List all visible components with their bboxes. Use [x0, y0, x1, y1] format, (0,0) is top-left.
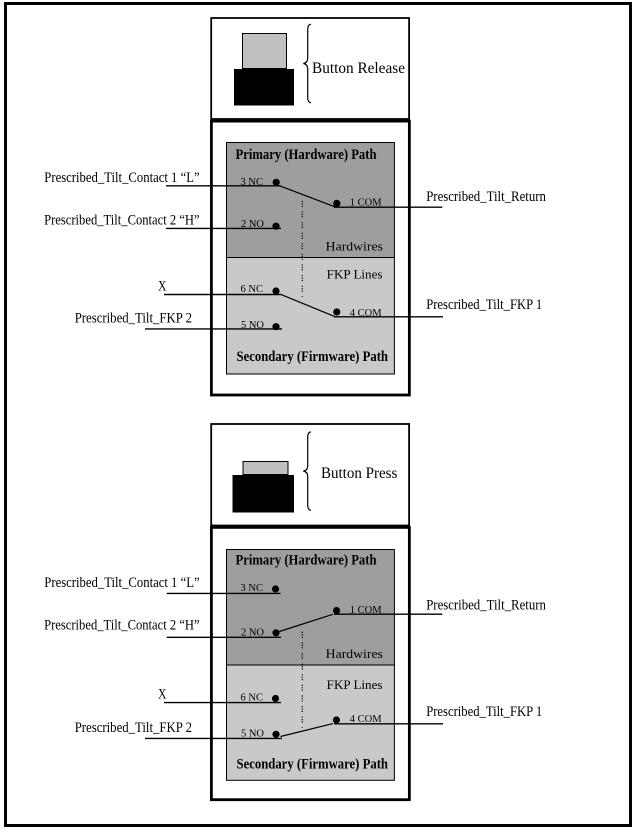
- svg-text:1 COM: 1 COM: [350, 605, 382, 616]
- svg-text:3 NC: 3 NC: [241, 583, 263, 594]
- svg-text:5 NO: 5 NO: [241, 729, 264, 740]
- svg-text:Prescribed_Tilt_Contact 1 “L”: Prescribed_Tilt_Contact 1 “L”: [44, 575, 199, 591]
- svg-text:Hardwires: Hardwires: [326, 239, 383, 254]
- svg-text:2 NO: 2 NO: [241, 219, 264, 230]
- svg-text:Primary (Hardware) Path: Primary (Hardware) Path: [236, 147, 378, 163]
- svg-text:Primary (Hardware) Path: Primary (Hardware) Path: [236, 552, 378, 568]
- svg-text:Prescribed_Tilt_Return: Prescribed_Tilt_Return: [426, 189, 546, 205]
- svg-text:2 NO: 2 NO: [241, 628, 264, 639]
- svg-text:Prescribed_Tilt_FKP 2: Prescribed_Tilt_FKP 2: [75, 310, 192, 326]
- svg-text:Button Press: Button Press: [321, 465, 397, 482]
- svg-text:Prescribed_Tilt_FKP 1: Prescribed_Tilt_FKP 1: [426, 704, 542, 720]
- svg-text:Prescribed_Tilt_FKP 2: Prescribed_Tilt_FKP 2: [75, 720, 192, 736]
- svg-text:Hardwires: Hardwires: [326, 646, 383, 661]
- svg-text:Prescribed_Tilt_Contact 2 “H”: Prescribed_Tilt_Contact 2 “H”: [44, 617, 200, 633]
- svg-text:Prescribed_Tilt_Contact 1 “L”: Prescribed_Tilt_Contact 1 “L”: [44, 170, 199, 186]
- svg-text:Prescribed_Tilt_FKP 1: Prescribed_Tilt_FKP 1: [426, 297, 542, 313]
- svg-text:Secondary (Firmware) Path: Secondary (Firmware) Path: [237, 757, 389, 773]
- svg-text:Button Release: Button Release: [312, 60, 405, 77]
- svg-text:X: X: [158, 279, 167, 295]
- svg-text:6 NC: 6 NC: [241, 693, 263, 704]
- svg-text:4 COM: 4 COM: [350, 714, 382, 725]
- svg-text:5 NO: 5 NO: [241, 320, 264, 331]
- svg-text:Prescribed_Tilt_Contact 2 “H”: Prescribed_Tilt_Contact 2 “H”: [44, 213, 200, 229]
- svg-text:X: X: [158, 687, 167, 703]
- svg-text:FKP Lines: FKP Lines: [327, 677, 383, 692]
- svg-text:1 COM: 1 COM: [350, 198, 382, 209]
- svg-text:Secondary (Firmware) Path: Secondary (Firmware) Path: [237, 349, 389, 365]
- svg-text:3 NC: 3 NC: [241, 177, 263, 188]
- svg-text:FKP Lines: FKP Lines: [327, 267, 383, 282]
- svg-text:6 NC: 6 NC: [241, 284, 263, 295]
- svg-text:Prescribed_Tilt_Return: Prescribed_Tilt_Return: [426, 597, 546, 613]
- svg-text:4 COM: 4 COM: [350, 308, 382, 319]
